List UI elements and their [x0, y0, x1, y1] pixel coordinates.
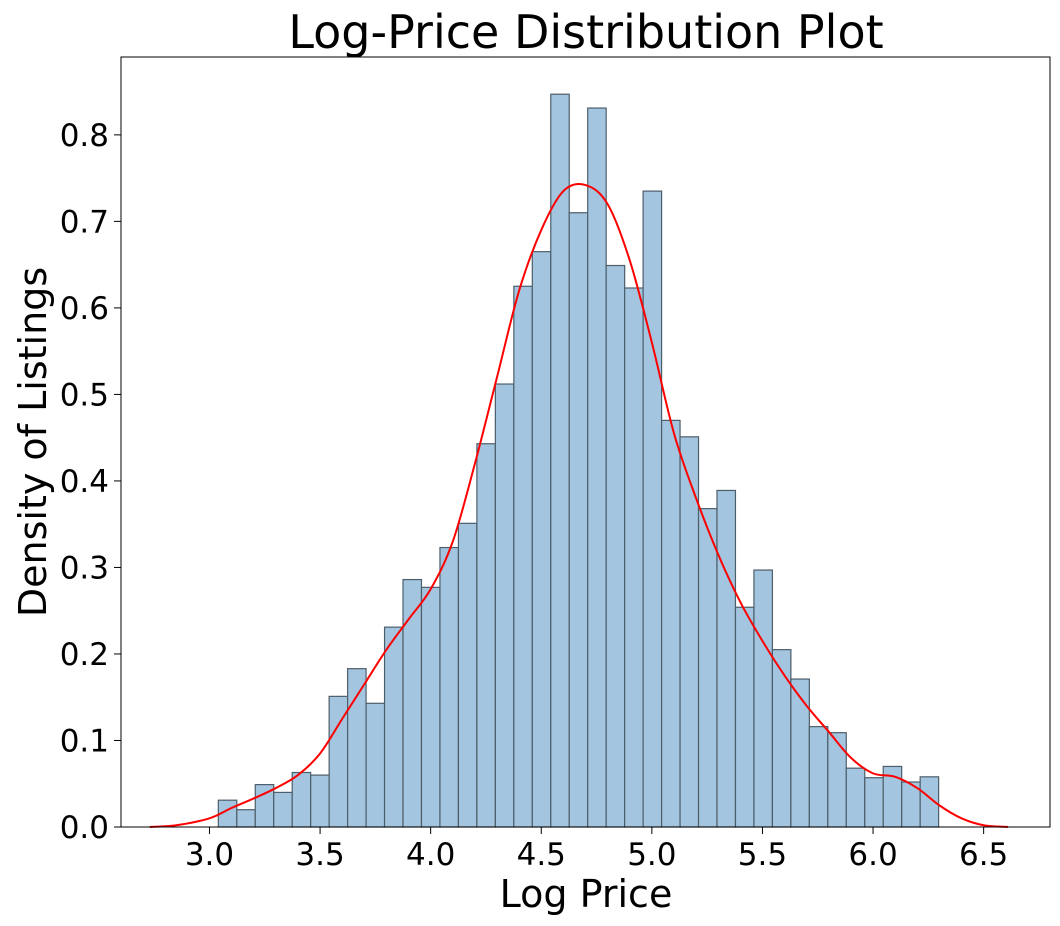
histogram-bar: [827, 732, 847, 828]
histogram-bar: [439, 546, 460, 828]
y-tick-label: 0.3: [60, 550, 109, 586]
histogram-bar: [697, 508, 718, 828]
histogram-bar: [624, 287, 644, 828]
y-tick-label: 0.4: [60, 464, 109, 500]
plot-frame: [120, 56, 1051, 828]
y-axis-label: Density of Listings: [11, 267, 55, 617]
histogram-bar: [383, 626, 404, 828]
histogram-bar: [347, 668, 367, 828]
y-tick-label: 0.7: [60, 204, 109, 240]
x-axis-label: Log Price: [500, 872, 673, 916]
y-tick-label: 0.6: [60, 291, 109, 327]
histogram-bar: [531, 251, 552, 828]
x-tick-label: 3.5: [295, 837, 344, 873]
histogram-bar: [568, 212, 589, 828]
kde-density-line: [149, 183, 1009, 828]
y-tick-label: 0.1: [60, 723, 109, 759]
x-tick-label: 4.0: [406, 837, 455, 873]
histogram-bars: [217, 93, 940, 828]
histogram-bar: [291, 771, 312, 828]
histogram-bar: [790, 678, 810, 828]
x-tick-label: 3.0: [185, 837, 234, 873]
histogram-bar: [771, 649, 792, 828]
x-tick-label: 6.5: [959, 837, 1008, 873]
x-tick-label: 5.5: [738, 837, 787, 873]
histogram-bar: [273, 791, 293, 828]
histogram-bar: [310, 774, 330, 828]
histogram-bar: [808, 726, 829, 828]
histogram-bar: [457, 522, 478, 828]
x-tick-label: 6.0: [848, 837, 897, 873]
y-axis: 0.0 0.1 0.2 0.3 0.4 0.5 0.6 0.7 0.8: [60, 118, 121, 846]
y-tick-label: 0.2: [60, 637, 109, 673]
chart-title: Log-Price Distribution Plot: [288, 5, 883, 59]
histogram-bar: [420, 586, 441, 828]
histogram-bar: [845, 767, 866, 828]
histogram-bar: [605, 264, 626, 828]
histogram-bar: [402, 578, 423, 828]
y-tick-label: 0.8: [60, 118, 109, 154]
x-axis: 3.0 3.5 4.0 4.5 5.0 5.5 6.0 6.5: [185, 827, 1008, 873]
histogram-bar: [716, 489, 737, 828]
histogram-bar: [513, 285, 533, 828]
x-tick-label: 4.5: [517, 837, 566, 873]
y-tick-label: 0.5: [60, 377, 109, 413]
histogram-bar: [864, 777, 884, 828]
histogram-bar: [734, 606, 755, 828]
histogram-bar: [236, 809, 256, 828]
histogram-bar: [660, 419, 681, 828]
histogram-bar: [476, 443, 496, 828]
histogram-bar: [753, 569, 774, 828]
histogram-bar: [642, 190, 663, 828]
histogram-bar: [494, 383, 515, 828]
histogram-bar: [365, 702, 386, 828]
y-tick-label: 0.0: [60, 810, 109, 846]
histogram-bar: [587, 107, 607, 828]
x-tick-label: 5.0: [627, 837, 676, 873]
